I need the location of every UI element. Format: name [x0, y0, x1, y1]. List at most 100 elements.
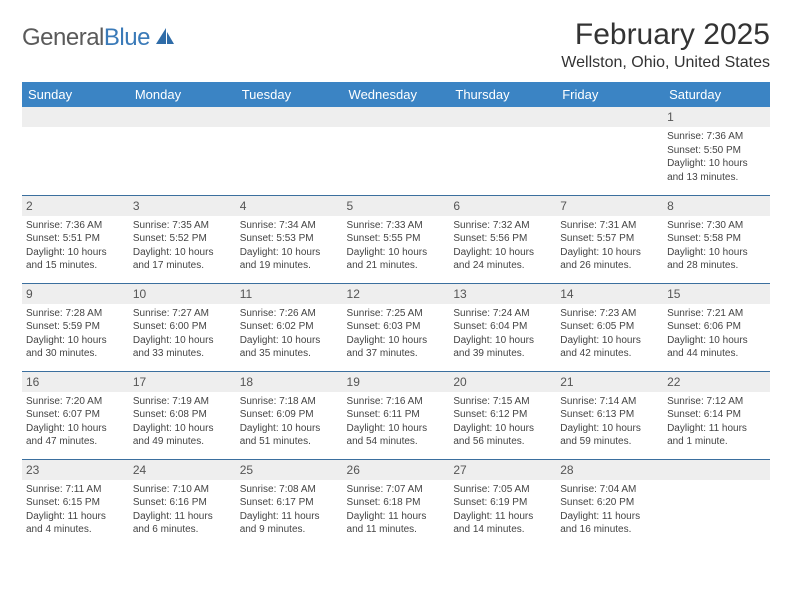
day-number: 16: [22, 372, 129, 392]
day-number: 27: [449, 460, 556, 480]
daylight-line1: Daylight: 10 hours: [560, 334, 659, 348]
sunset-text: Sunset: 6:16 PM: [133, 496, 232, 510]
sunset-text: Sunset: 5:59 PM: [26, 320, 125, 334]
day-number: 7: [556, 196, 663, 216]
calendar-day-cell: 22Sunrise: 7:12 AMSunset: 6:14 PMDayligh…: [663, 371, 770, 459]
calendar-day-cell: 20Sunrise: 7:15 AMSunset: 6:12 PMDayligh…: [449, 371, 556, 459]
sunset-text: Sunset: 5:56 PM: [453, 232, 552, 246]
day-number: 26: [343, 460, 450, 480]
day-number: 5: [343, 196, 450, 216]
daylight-line2: and 59 minutes.: [560, 435, 659, 449]
calendar-day-cell: [129, 107, 236, 195]
day-number: 21: [556, 372, 663, 392]
sunset-text: Sunset: 6:02 PM: [240, 320, 339, 334]
calendar-day-cell: 2Sunrise: 7:36 AMSunset: 5:51 PMDaylight…: [22, 195, 129, 283]
sunrise-text: Sunrise: 7:05 AM: [453, 483, 552, 497]
daylight-line2: and 17 minutes.: [133, 259, 232, 273]
day-content: Sunrise: 7:16 AMSunset: 6:11 PMDaylight:…: [343, 392, 450, 453]
daylight-line2: and 54 minutes.: [347, 435, 446, 449]
calendar-day-cell: 4Sunrise: 7:34 AMSunset: 5:53 PMDaylight…: [236, 195, 343, 283]
daylight-line2: and 35 minutes.: [240, 347, 339, 361]
calendar-day-cell: 17Sunrise: 7:19 AMSunset: 6:08 PMDayligh…: [129, 371, 236, 459]
sunset-text: Sunset: 6:15 PM: [26, 496, 125, 510]
title-block: February 2025 Wellston, Ohio, United Sta…: [561, 18, 770, 72]
daylight-line1: Daylight: 11 hours: [560, 510, 659, 524]
daylight-line1: Daylight: 10 hours: [240, 246, 339, 260]
day-content: Sunrise: 7:08 AMSunset: 6:17 PMDaylight:…: [236, 480, 343, 541]
day-number: 19: [343, 372, 450, 392]
day-content: Sunrise: 7:31 AMSunset: 5:57 PMDaylight:…: [556, 216, 663, 277]
sunrise-text: Sunrise: 7:19 AM: [133, 395, 232, 409]
day-content: [129, 127, 236, 134]
calendar-day-cell: [22, 107, 129, 195]
day-content: Sunrise: 7:15 AMSunset: 6:12 PMDaylight:…: [449, 392, 556, 453]
day-number: 3: [129, 196, 236, 216]
sunset-text: Sunset: 5:51 PM: [26, 232, 125, 246]
day-number: 17: [129, 372, 236, 392]
day-number: 18: [236, 372, 343, 392]
day-number: 11: [236, 284, 343, 304]
daylight-line2: and 16 minutes.: [560, 523, 659, 537]
daylight-line1: Daylight: 10 hours: [240, 334, 339, 348]
day-number: 2: [22, 196, 129, 216]
daylight-line2: and 4 minutes.: [26, 523, 125, 537]
day-number: 20: [449, 372, 556, 392]
daylight-line2: and 51 minutes.: [240, 435, 339, 449]
day-content: Sunrise: 7:36 AMSunset: 5:50 PMDaylight:…: [663, 127, 770, 188]
calendar-week-row: 2Sunrise: 7:36 AMSunset: 5:51 PMDaylight…: [22, 195, 770, 283]
day-content: Sunrise: 7:27 AMSunset: 6:00 PMDaylight:…: [129, 304, 236, 365]
logo-general: General: [22, 24, 104, 51]
sunrise-text: Sunrise: 7:25 AM: [347, 307, 446, 321]
sunrise-text: Sunrise: 7:18 AM: [240, 395, 339, 409]
daylight-line1: Daylight: 10 hours: [453, 246, 552, 260]
day-content: Sunrise: 7:10 AMSunset: 6:16 PMDaylight:…: [129, 480, 236, 541]
daylight-line1: Daylight: 10 hours: [453, 334, 552, 348]
day-content: Sunrise: 7:23 AMSunset: 6:05 PMDaylight:…: [556, 304, 663, 365]
day-content: [343, 127, 450, 134]
day-content: Sunrise: 7:30 AMSunset: 5:58 PMDaylight:…: [663, 216, 770, 277]
sunrise-text: Sunrise: 7:16 AM: [347, 395, 446, 409]
calendar-day-cell: 26Sunrise: 7:07 AMSunset: 6:18 PMDayligh…: [343, 459, 450, 547]
sunrise-text: Sunrise: 7:07 AM: [347, 483, 446, 497]
sunrise-text: Sunrise: 7:21 AM: [667, 307, 766, 321]
calendar-day-cell: 28Sunrise: 7:04 AMSunset: 6:20 PMDayligh…: [556, 459, 663, 547]
sunrise-text: Sunrise: 7:08 AM: [240, 483, 339, 497]
sunset-text: Sunset: 6:07 PM: [26, 408, 125, 422]
day-content: Sunrise: 7:24 AMSunset: 6:04 PMDaylight:…: [449, 304, 556, 365]
sunset-text: Sunset: 5:57 PM: [560, 232, 659, 246]
sunrise-text: Sunrise: 7:24 AM: [453, 307, 552, 321]
weekday-header: Wednesday: [343, 82, 450, 107]
sunset-text: Sunset: 6:05 PM: [560, 320, 659, 334]
month-title: February 2025: [561, 18, 770, 52]
day-content: Sunrise: 7:12 AMSunset: 6:14 PMDaylight:…: [663, 392, 770, 453]
daylight-line2: and 13 minutes.: [667, 171, 766, 185]
sunrise-text: Sunrise: 7:32 AM: [453, 219, 552, 233]
day-number: 28: [556, 460, 663, 480]
daylight-line2: and 15 minutes.: [26, 259, 125, 273]
calendar-day-cell: 23Sunrise: 7:11 AMSunset: 6:15 PMDayligh…: [22, 459, 129, 547]
sunrise-text: Sunrise: 7:20 AM: [26, 395, 125, 409]
calendar-day-cell: 24Sunrise: 7:10 AMSunset: 6:16 PMDayligh…: [129, 459, 236, 547]
daylight-line2: and 37 minutes.: [347, 347, 446, 361]
daylight-line1: Daylight: 11 hours: [133, 510, 232, 524]
daylight-line1: Daylight: 11 hours: [347, 510, 446, 524]
calendar-day-cell: 27Sunrise: 7:05 AMSunset: 6:19 PMDayligh…: [449, 459, 556, 547]
sunrise-text: Sunrise: 7:23 AM: [560, 307, 659, 321]
calendar-day-cell: 15Sunrise: 7:21 AMSunset: 6:06 PMDayligh…: [663, 283, 770, 371]
sunrise-text: Sunrise: 7:33 AM: [347, 219, 446, 233]
sunset-text: Sunset: 6:06 PM: [667, 320, 766, 334]
daylight-line1: Daylight: 11 hours: [240, 510, 339, 524]
sunset-text: Sunset: 5:55 PM: [347, 232, 446, 246]
day-content: Sunrise: 7:25 AMSunset: 6:03 PMDaylight:…: [343, 304, 450, 365]
sunrise-text: Sunrise: 7:27 AM: [133, 307, 232, 321]
daylight-line1: Daylight: 10 hours: [453, 422, 552, 436]
daylight-line1: Daylight: 11 hours: [667, 422, 766, 436]
weekday-header: Sunday: [22, 82, 129, 107]
sunrise-text: Sunrise: 7:04 AM: [560, 483, 659, 497]
day-content: Sunrise: 7:19 AMSunset: 6:08 PMDaylight:…: [129, 392, 236, 453]
daylight-line2: and 47 minutes.: [26, 435, 125, 449]
calendar-day-cell: 14Sunrise: 7:23 AMSunset: 6:05 PMDayligh…: [556, 283, 663, 371]
daylight-line2: and 56 minutes.: [453, 435, 552, 449]
sunrise-text: Sunrise: 7:15 AM: [453, 395, 552, 409]
daylight-line1: Daylight: 10 hours: [133, 334, 232, 348]
